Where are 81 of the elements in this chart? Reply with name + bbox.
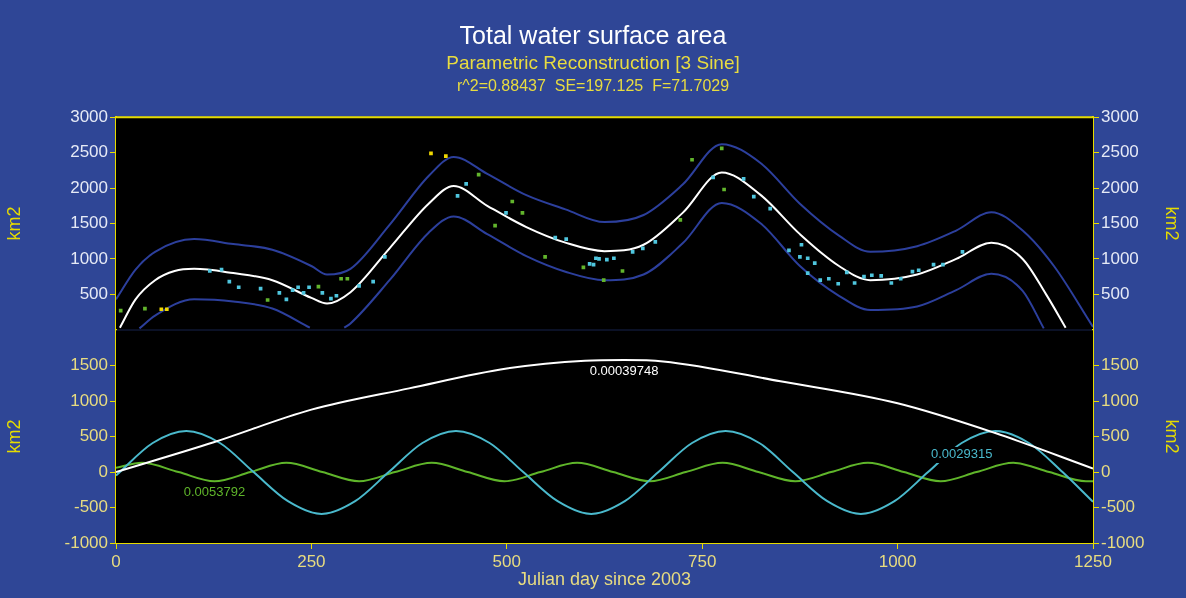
point xyxy=(597,257,601,261)
point xyxy=(826,276,831,281)
y-tick-label: 2500 xyxy=(70,142,108,162)
y-tick-label: 500 xyxy=(79,426,108,446)
y2-tick-label: -1000 xyxy=(1101,532,1145,552)
point xyxy=(818,278,823,283)
line-series xyxy=(116,143,1093,328)
y2-tick-label: 2500 xyxy=(1101,142,1139,162)
point xyxy=(594,256,598,261)
point xyxy=(118,308,123,313)
point xyxy=(553,235,558,240)
point xyxy=(601,278,606,283)
y2-tick-label: 1000 xyxy=(1101,390,1139,410)
y-tick-label: 500 xyxy=(79,284,108,304)
point xyxy=(383,254,387,259)
line-series xyxy=(116,429,1093,515)
point xyxy=(836,281,841,286)
y-axis-title: km2 xyxy=(3,419,24,454)
point xyxy=(159,307,164,312)
point xyxy=(678,218,683,222)
y2-tick-label: 3000 xyxy=(1101,106,1139,126)
y2-axis-title: km2 xyxy=(1162,206,1183,241)
x-axis-title: Julian day since 2003 xyxy=(517,569,692,590)
point xyxy=(444,154,448,159)
point xyxy=(916,268,921,273)
x-tick-label: 250 xyxy=(297,551,326,571)
y-tick-label: -1000 xyxy=(64,532,108,552)
point xyxy=(640,246,645,251)
point xyxy=(339,276,343,281)
y-tick-label: 2000 xyxy=(70,177,108,197)
point xyxy=(690,157,694,162)
point xyxy=(207,269,212,273)
point xyxy=(236,285,241,290)
x-tick-label: 500 xyxy=(492,551,521,571)
y2-tick-label: 1500 xyxy=(1101,355,1139,375)
y-axis-title: km2 xyxy=(3,206,24,241)
point xyxy=(543,254,547,259)
y2-tick-label: 1500 xyxy=(1101,213,1139,233)
y2-axis-title: km2 xyxy=(1162,419,1183,454)
point xyxy=(504,211,508,215)
y-tick-label: 0 xyxy=(98,461,108,481)
y-tick-label: 3000 xyxy=(70,106,108,126)
y-tick-label: 1000 xyxy=(70,248,108,268)
x-tick-label: 1000 xyxy=(878,551,917,571)
point xyxy=(879,274,884,278)
y2-tick-label: 0 xyxy=(1101,461,1111,481)
line-series xyxy=(118,171,1067,329)
point xyxy=(464,181,468,186)
text: r^2=0.88437 SE=197.125 F=71.7029 xyxy=(455,76,731,96)
y2-tick-label: 500 xyxy=(1101,284,1130,304)
x-tick-label: 750 xyxy=(688,551,717,571)
y-tick-label: 1500 xyxy=(70,355,108,375)
y2-tick-label: 1000 xyxy=(1101,248,1139,268)
point xyxy=(164,307,169,312)
chart-title: Total water surface area xyxy=(458,20,728,50)
point xyxy=(798,254,802,259)
y-tick-label: 1000 xyxy=(70,390,108,410)
point xyxy=(357,284,361,288)
point xyxy=(805,256,810,261)
y2-tick-label: -500 xyxy=(1101,497,1136,517)
point xyxy=(805,271,810,275)
line-series xyxy=(116,358,1093,474)
x-tick-label: 0 xyxy=(111,551,121,571)
point xyxy=(296,285,300,290)
y2-tick-label: 500 xyxy=(1101,426,1130,446)
series-label: 0.00039748 xyxy=(589,363,659,379)
point xyxy=(653,240,658,244)
point xyxy=(898,276,903,281)
series-label: 0.0029315 xyxy=(930,446,993,462)
x-tick-label: 1250 xyxy=(1074,551,1112,571)
y-tick-label: 1500 xyxy=(70,213,108,233)
point xyxy=(612,256,616,261)
point xyxy=(564,237,569,241)
point xyxy=(307,285,311,290)
y-tick-label: -500 xyxy=(73,497,108,517)
line-series xyxy=(116,461,1093,483)
point xyxy=(869,273,874,278)
chart-subtitle: Parametric Reconstruction [3 Sine] xyxy=(445,51,741,75)
point xyxy=(812,261,817,266)
y2-tick-label: 2000 xyxy=(1101,177,1139,197)
series-label: 0.0053792 xyxy=(183,484,246,500)
